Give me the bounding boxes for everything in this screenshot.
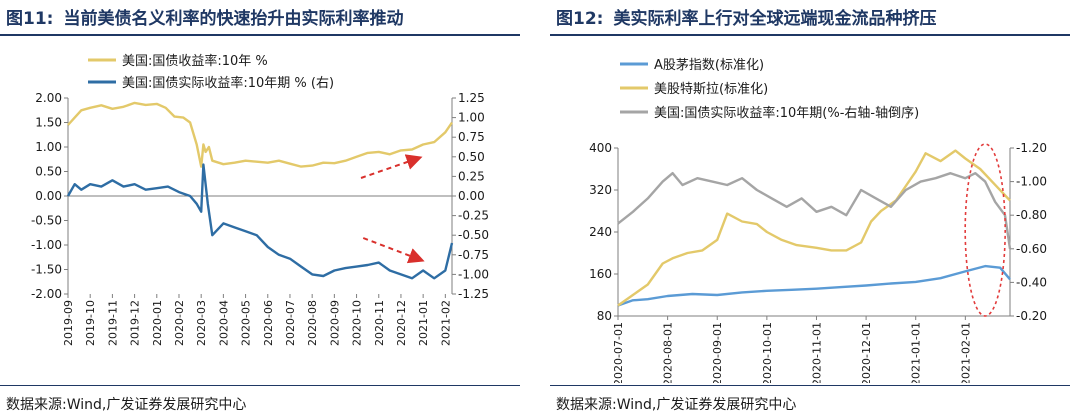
left-x-tick-label-6: 2020-03 — [195, 300, 208, 346]
right-red-highlight-ellipse — [964, 143, 1006, 317]
right-y-right-tick-label-4: -0.40 — [1016, 275, 1047, 289]
left-title-rule — [0, 34, 520, 36]
left-x-tick-label-12: 2020-09 — [328, 300, 341, 346]
left-y-right-tick-label-6: -0.25 — [458, 209, 489, 223]
right-y-right-tick-label-2: -0.80 — [1016, 208, 1047, 222]
left-x-tick-label-5: 2020-02 — [173, 300, 186, 346]
left-y-right-tick-label-4: 0.25 — [458, 169, 485, 183]
left-source-note: 数据来源:Wind,广发证券发展研究中心 — [6, 397, 247, 413]
right-y-left-tick-label-3: 160 — [589, 267, 612, 281]
right-x-tick-label-1: 2020-08-01 — [662, 322, 675, 383]
left-series-line-0 — [67, 101, 453, 168]
right-figure-title: 图12: 美实际利率上行对全球远端现金流品种挤压 — [556, 4, 936, 29]
left-y-right-tick-label-2: 0.75 — [458, 130, 485, 144]
left-figure-panel: 图11: 当前美债名义利率的快速抬升由实际利率推动 美国:国债收益率:10年 % 美… — [0, 0, 530, 419]
left-y-right-tick-label-9: -1.00 — [458, 267, 489, 281]
left-x-tick-label-17: 2021-02 — [439, 300, 452, 346]
right-source-note: 数据来源:Wind,广发证券发展研究中心 — [556, 397, 797, 413]
left-y-left-tick-label-5: -0.50 — [31, 214, 62, 228]
right-x-tick-label-2: 2020-09-01 — [711, 322, 724, 383]
left-y-left-tick-label-8: -2.00 — [31, 287, 62, 301]
right-y-left-tick-label-1: 320 — [589, 183, 612, 197]
left-x-tick-label-10: 2020-07 — [284, 300, 297, 346]
left-y-right-tick-label-5: 0.00 — [458, 189, 485, 203]
right-legend-label-2: 美国:国债实际收益率:10年期(%-右轴-轴倒序) — [654, 105, 919, 121]
left-x-tick-label-15: 2020-12 — [395, 300, 408, 346]
right-source-rule — [550, 385, 1070, 386]
left-y-right-tick-label-8: -0.75 — [458, 248, 489, 262]
left-x-tick-label-4: 2020-01 — [151, 300, 164, 346]
left-x-tick-label-9: 2020-06 — [262, 300, 275, 346]
left-x-tick-label-13: 2020-10 — [351, 300, 364, 346]
right-legend-label-0: A股茅指数(标准化) — [654, 58, 764, 73]
left-y-right-tick-label-1: 1.00 — [458, 111, 485, 125]
right-series-line-0 — [617, 264, 1011, 307]
right-title-rule — [550, 34, 1070, 36]
right-y-right-tick-label-3: -0.60 — [1016, 242, 1047, 256]
right-y-right-tick-label-0: -1.20 — [1016, 141, 1047, 155]
right-figure-title-text: 美实际利率上行对全球远端现金流品种挤压 — [613, 9, 937, 29]
left-y-right-tick-label-7: -0.50 — [458, 228, 489, 242]
left-legend-label-0: 美国:国债收益率:10年 % — [122, 53, 268, 69]
right-legend-label-1: 美股特斯拉(标准化) — [654, 82, 768, 97]
right-x-tick-label-3: 2020-10-01 — [761, 322, 774, 383]
left-series-line-1 — [66, 163, 454, 280]
left-legend-label-1: 美国:国债实际收益率:10年期 % (右) — [122, 75, 334, 91]
right-x-tick-label-5: 2020-12-01 — [860, 322, 873, 383]
left-y-left-tick-label-4: 0.00 — [35, 189, 62, 203]
right-figure-number: 图12: — [556, 9, 604, 29]
left-red-arrow-up — [360, 154, 423, 179]
left-y-left-tick-label-6: -1.00 — [31, 238, 62, 252]
left-y-left-tick-label-2: 1.00 — [35, 140, 62, 154]
left-red-arrow-down — [362, 237, 425, 264]
left-x-tick-label-0: 2019-09 — [62, 300, 75, 346]
right-y-right-tick-label-1: -1.00 — [1016, 175, 1047, 189]
left-y-right-tick-label-3: 0.50 — [458, 150, 485, 164]
right-series-line-1 — [617, 149, 1011, 307]
left-x-tick-label-2: 2019-11 — [106, 300, 119, 346]
right-x-tick-label-7: 2021-02-01 — [959, 322, 972, 383]
left-y-right-tick-label-0: 1.25 — [458, 91, 485, 105]
left-x-tick-label-8: 2020-05 — [240, 300, 253, 346]
right-x-tick-label-4: 2020-11-01 — [810, 322, 823, 383]
left-x-tick-label-7: 2020-04 — [217, 300, 230, 346]
right-y-right-tick-label-5: -0.20 — [1016, 309, 1047, 323]
left-figure-number: 图11: — [6, 9, 54, 29]
left-x-tick-label-14: 2020-11 — [373, 300, 386, 346]
right-y-left-tick-label-2: 240 — [589, 225, 612, 239]
left-x-tick-label-1: 2019-10 — [84, 300, 97, 346]
left-x-tick-label-11: 2020-08 — [306, 300, 319, 346]
left-figure-title: 图11: 当前美债名义利率的快速抬升由实际利率推动 — [6, 4, 403, 29]
right-series-line-2 — [617, 171, 1012, 249]
left-figure-title-text: 当前美债名义利率的快速抬升由实际利率推动 — [63, 9, 404, 29]
left-y-left-tick-label-7: -1.50 — [31, 263, 62, 277]
right-x-tick-label-0: 2020-07-01 — [612, 322, 625, 383]
right-chart: A股茅指数(标准化) 美股特斯拉(标准化) 美国:国债实际收益率:10年期(%-右轴… — [589, 58, 1047, 383]
right-y-left-tick-label-4: 80 — [597, 309, 612, 323]
right-y-left-tick-label-0: 400 — [589, 141, 612, 155]
left-x-tick-label-16: 2021-01 — [417, 300, 430, 346]
left-chart: 美国:国债收益率:10年 % 美国:国债实际收益率:10年期 % (右) 2.00 1… — [31, 53, 489, 346]
left-source-rule — [0, 385, 520, 386]
right-x-tick-label-6: 2021-01-01 — [910, 322, 923, 383]
left-y-left-tick-label-0: 2.00 — [35, 91, 62, 105]
left-y-left-tick-label-3: 0.50 — [35, 165, 62, 179]
left-x-tick-label-3: 2019-12 — [129, 300, 142, 346]
left-y-left-tick-label-1: 1.50 — [35, 116, 62, 130]
left-y-right-tick-label-10: -1.25 — [458, 287, 489, 301]
right-figure-panel: 图12: 美实际利率上行对全球远端现金流品种挤压 A股茅指数(标准化) 美股特斯拉(… — [550, 0, 1080, 419]
